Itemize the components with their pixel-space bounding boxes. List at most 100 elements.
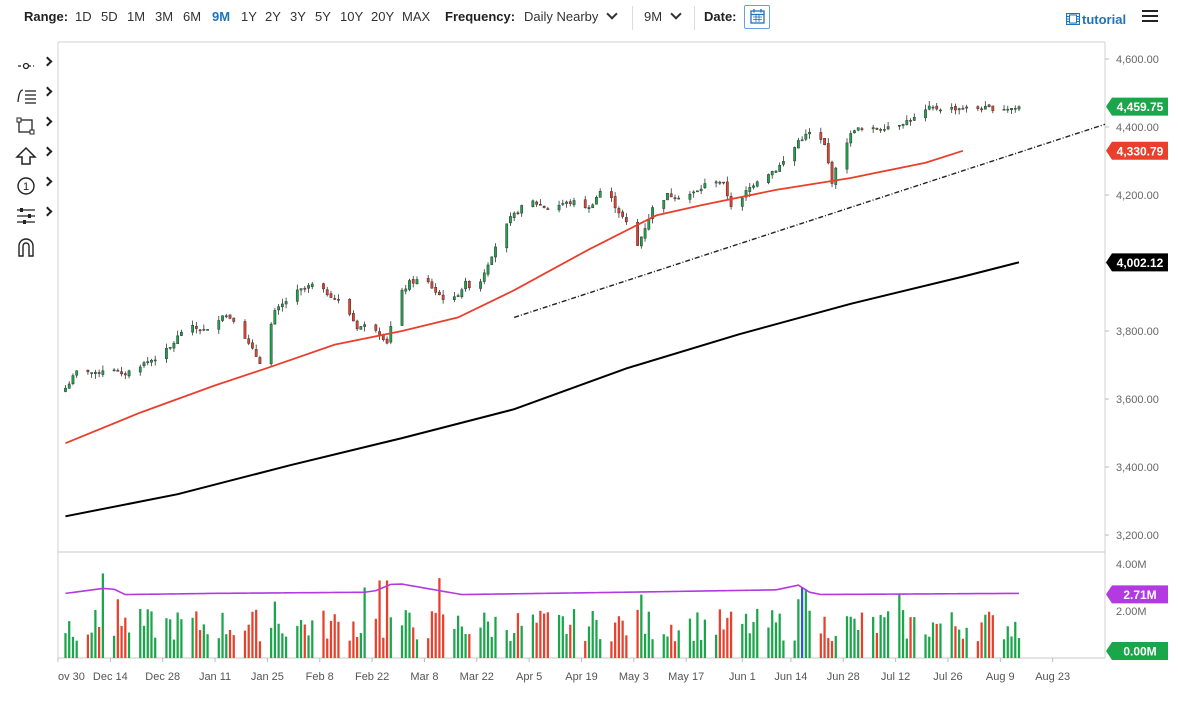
tutorial-link[interactable]: tutorial (1065, 12, 1126, 27)
candle-body (770, 171, 774, 176)
range-1y[interactable]: 1Y (241, 9, 257, 24)
range-max[interactable]: MAX (402, 9, 431, 24)
volume-bar (378, 580, 381, 658)
candle-body (460, 289, 464, 298)
candle-body (228, 314, 232, 319)
volume-bar (356, 637, 359, 658)
candle-body (400, 289, 404, 326)
range-10y[interactable]: 10Y (340, 9, 364, 24)
candle-body (479, 281, 482, 289)
y-tick-label: 3,200.00 (1116, 530, 1159, 542)
volume-bar (1002, 639, 1006, 658)
candle-body (355, 320, 359, 330)
volume-bar (830, 641, 834, 658)
volume-bar (542, 613, 546, 658)
candle-body (826, 143, 830, 164)
volume-bar (546, 612, 549, 658)
candle-body (617, 208, 621, 214)
candle-body (142, 362, 146, 366)
tool-magnet[interactable] (14, 236, 54, 260)
calendar-button[interactable] (744, 5, 770, 29)
volume-bar (116, 599, 119, 658)
candle-body (901, 124, 905, 126)
volume-bar (127, 632, 131, 658)
candle-body (849, 133, 853, 144)
volume-bar (516, 613, 520, 658)
tool-annotation[interactable]: 1 (14, 176, 54, 200)
candle-body (897, 125, 901, 127)
frequency-select[interactable]: Daily Nearby (524, 8, 619, 24)
volume-bar (247, 624, 250, 658)
film-icon (1065, 12, 1081, 26)
volume-bar (879, 614, 882, 658)
volume-bar (509, 640, 512, 658)
tool-arrow[interactable] (14, 146, 54, 170)
y-tick-label: 3,600.00 (1116, 394, 1159, 406)
volume-bar (404, 610, 407, 658)
range-1d[interactable]: 1D (75, 9, 92, 24)
range-3y[interactable]: 3Y (290, 9, 306, 24)
volume-bar (486, 621, 490, 658)
candle-body (823, 137, 826, 145)
volume-bar (430, 611, 434, 658)
range-1m[interactable]: 1M (127, 9, 146, 24)
toolbar-divider (694, 6, 695, 30)
candle-body (767, 174, 770, 184)
range-9m[interactable]: 9M (212, 9, 231, 24)
candle-body (931, 106, 935, 109)
toolbar-divider (632, 6, 633, 30)
tool-studies[interactable] (14, 86, 54, 110)
candle-body (565, 201, 568, 204)
candle-body (662, 200, 666, 209)
period-select[interactable]: 9M (644, 8, 682, 24)
volume-bar (692, 640, 695, 658)
volume-bar (438, 578, 441, 658)
volume-bar (86, 634, 90, 658)
candle-body (153, 359, 157, 362)
tool-settings[interactable] (14, 206, 54, 230)
volume-bar (875, 632, 879, 658)
volume-bar (905, 638, 908, 658)
range-3m[interactable]: 3M (155, 9, 174, 24)
volume-bar (258, 641, 262, 658)
volume-layer (64, 573, 1021, 658)
volume-bar (748, 633, 751, 658)
tool-rectangle[interactable] (14, 116, 54, 140)
range-5d[interactable]: 5D (101, 9, 118, 24)
candle-body (965, 106, 969, 109)
volume-bar (924, 634, 927, 658)
range-20y[interactable]: 20Y (371, 9, 395, 24)
candle-body (886, 126, 890, 130)
volume-bar (584, 641, 587, 658)
candle-body (538, 204, 542, 206)
candle-body (123, 373, 127, 376)
volume-bar (700, 639, 703, 658)
candle-body (797, 140, 800, 149)
volume-bar (703, 619, 707, 658)
volume-bar (718, 609, 721, 658)
arrow-up-icon (15, 146, 37, 165)
range-2y[interactable]: 2Y (265, 9, 281, 24)
candle-body (853, 130, 856, 134)
volume-bar (935, 623, 938, 658)
tool-crosshair[interactable] (14, 56, 54, 80)
candle-body (310, 283, 314, 287)
candle-body (714, 181, 718, 184)
ma-slow-tag: 4,002.12 (1117, 256, 1164, 270)
candle-body (456, 295, 460, 297)
candle-body (482, 272, 486, 282)
candle-body (411, 279, 415, 284)
volume-bar (1017, 638, 1021, 658)
range-5y[interactable]: 5Y (315, 9, 331, 24)
candle-body (206, 329, 209, 331)
x-tick-label: Aug 9 (986, 671, 1015, 683)
hamburger-menu-icon[interactable] (1142, 10, 1158, 24)
volume-bar (797, 599, 800, 658)
candle-body (561, 203, 565, 205)
range-6m[interactable]: 6M (183, 9, 202, 24)
candle-body (505, 223, 509, 249)
candle-body (116, 370, 120, 372)
volume-bar (853, 618, 856, 658)
volume-bar (434, 612, 437, 658)
volume-bar (412, 627, 415, 658)
